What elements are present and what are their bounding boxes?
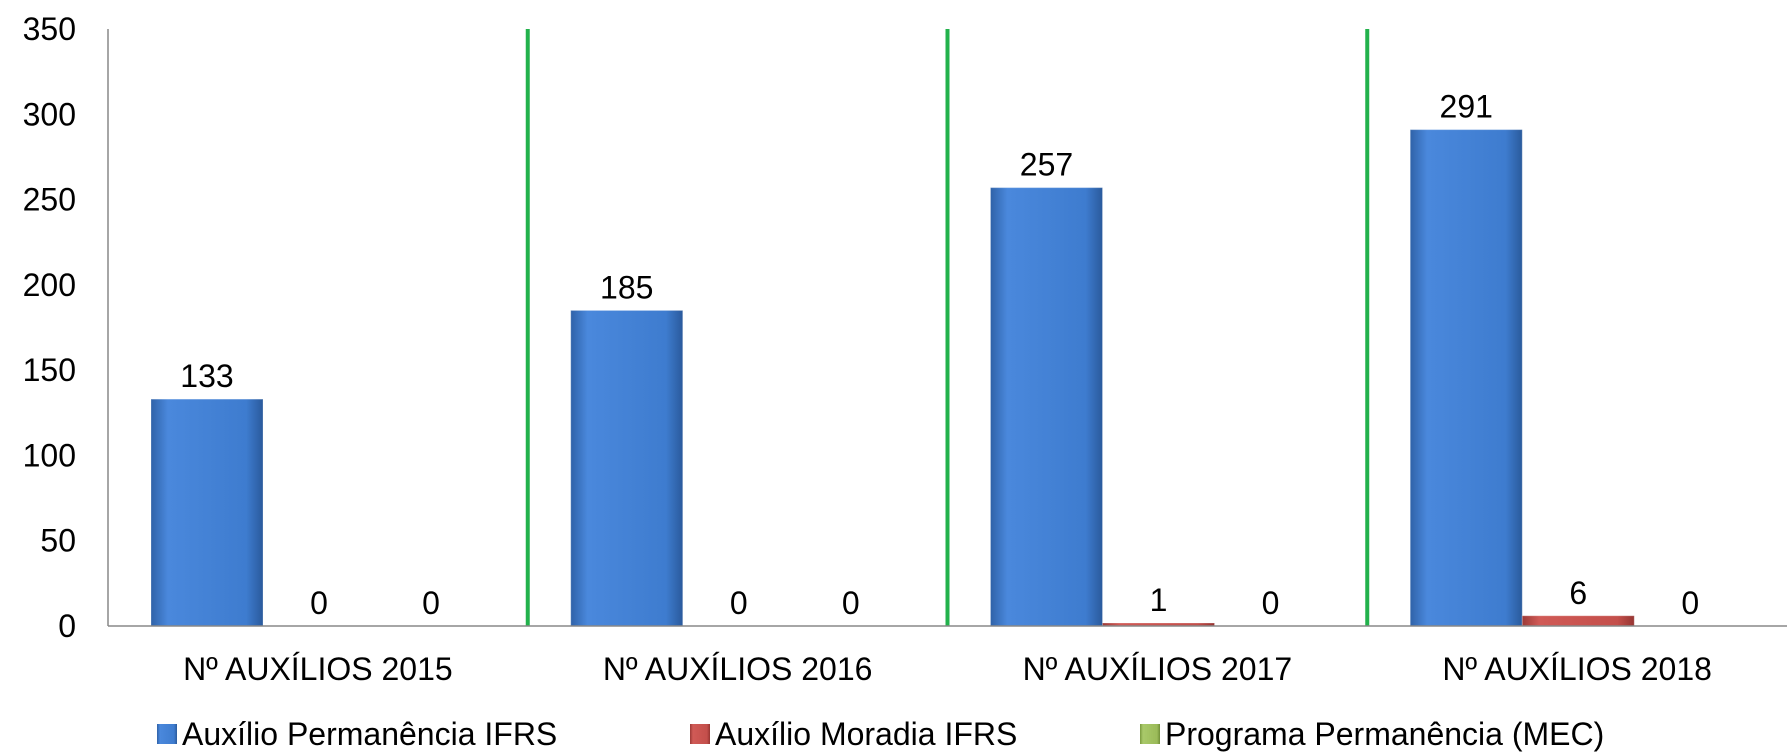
x-tick-label: Nº AUXÍLIOS 2016 <box>603 651 873 687</box>
data-label: 185 <box>600 269 653 305</box>
y-tick-label: 100 <box>23 437 76 473</box>
bars <box>150 129 1635 627</box>
category-separators <box>525 29 1370 626</box>
legend-item: Auxílio Moradia IFRS <box>690 716 1017 752</box>
y-tick-label: 250 <box>23 182 76 218</box>
x-axis: Nº AUXÍLIOS 2015 Nº AUXÍLIOS 2016 Nº AUXÍL… <box>108 625 1787 687</box>
legend-label: Programa Permanência (MEC) <box>1165 716 1604 752</box>
bar-permanencia <box>150 398 264 627</box>
x-tick-label: Nº AUXÍLIOS 2015 <box>183 651 453 687</box>
y-tick-label: 150 <box>23 352 76 388</box>
legend-item: Auxílio Permanência IFRS <box>157 716 557 752</box>
y-tick-label: 300 <box>23 96 76 132</box>
bar-permanencia <box>990 187 1103 627</box>
data-label: 1 <box>1150 582 1168 618</box>
data-label: 0 <box>1681 585 1699 621</box>
bar-permanencia <box>570 309 684 627</box>
y-tick-label: 0 <box>58 608 76 644</box>
data-label: 0 <box>1262 585 1280 621</box>
y-tick-label: 200 <box>23 267 76 303</box>
legend-swatch <box>1140 724 1160 744</box>
data-label: 133 <box>180 358 233 394</box>
data-labels: 133 185 257 291 0 0 1 6 0 0 0 0 <box>180 89 1699 621</box>
bar-moradia <box>1521 615 1635 627</box>
data-label: 257 <box>1020 147 1073 183</box>
x-tick-label: Nº AUXÍLIOS 2018 <box>1442 651 1712 687</box>
x-tick-label: Nº AUXÍLIOS 2017 <box>1023 651 1293 687</box>
data-label: 291 <box>1440 89 1493 125</box>
data-label: 6 <box>1569 575 1587 611</box>
data-label: 0 <box>422 585 440 621</box>
legend-label: Auxílio Permanência IFRS <box>182 716 557 752</box>
data-label: 0 <box>842 585 860 621</box>
legend: Auxílio Permanência IFRS Auxílio Moradia … <box>157 716 1604 752</box>
legend-swatch <box>157 724 177 744</box>
legend-swatch <box>690 724 710 744</box>
data-label: 0 <box>310 585 328 621</box>
legend-label: Auxílio Moradia IFRS <box>715 716 1017 752</box>
y-axis: 0 50 100 150 200 250 300 350 <box>23 11 109 644</box>
y-tick-label: 50 <box>40 523 76 559</box>
y-tick-label: 350 <box>23 11 76 47</box>
bar-permanencia <box>1409 129 1523 627</box>
legend-item: Programa Permanência (MEC) <box>1140 716 1604 752</box>
data-label: 0 <box>730 585 748 621</box>
